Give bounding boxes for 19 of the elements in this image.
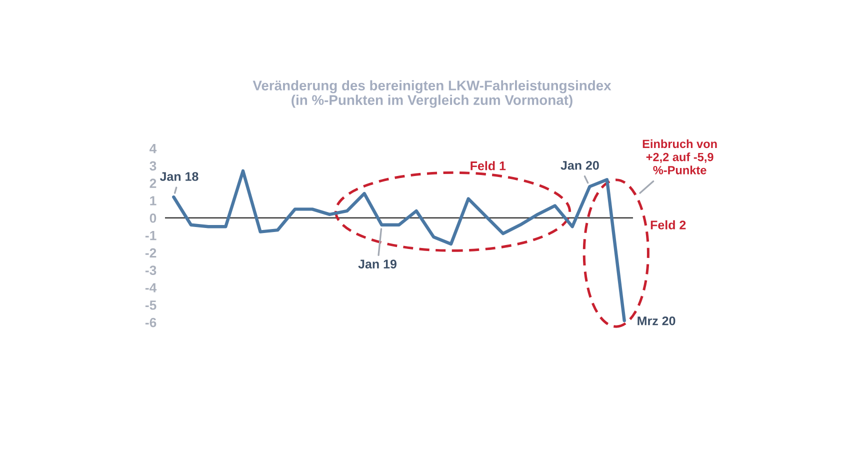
y-tick-label: 0 [150,213,156,223]
y-tick-label: -6 [145,318,156,328]
y-tick-label: 2 [150,178,156,188]
y-tick-label: -1 [145,231,156,240]
y-tick-label: 4 [150,144,157,154]
text: Feld 2 [650,220,686,230]
y-tick-label: 3 [150,161,156,171]
chart-title: Veränderung des bereinigten LKW-Fahrleistungsindex (in %-Punkten im Vergleich zum Vormonat) [252,80,612,108]
annotation: Jan 18 [160,172,198,181]
annotation: Jan 20 [560,160,599,170]
annotation: Jan 19 [358,260,396,268]
y-tick-label: -5 [145,300,156,310]
y-tick-label: -2 [145,248,156,258]
annotation: Feld 1 [470,161,506,170]
y-tick-label: -4 [145,283,157,292]
text: Einbruch von +2,2 auf -5,9 %-Punkte [642,139,717,174]
text: Mrz 20 [638,316,676,326]
y-tick-label: 1 [150,196,156,206]
y-tick-label: -3 [145,266,156,276]
